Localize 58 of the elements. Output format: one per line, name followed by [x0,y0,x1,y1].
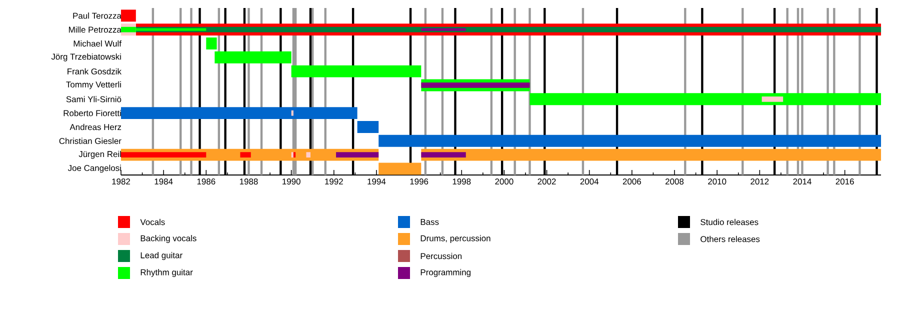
y-tick-label: Paul Terozza [73,12,122,19]
y-tick-label: Sami Yli-Sirniö [66,96,122,102]
x-tick-label: 2014 [793,178,812,185]
bar [336,152,379,158]
x-tick-label: 1988 [240,178,258,185]
x-tick-label: 1998 [452,178,471,185]
x-tick-label: 1984 [154,178,173,185]
bar [357,121,379,133]
x-tick-label: 2012 [750,178,769,185]
legend-label: Programming [420,269,470,277]
bar [291,65,422,78]
bar [378,162,422,175]
x-tick-label: 1990 [282,178,300,185]
x-tick-label: 2000 [495,178,514,185]
bar [293,152,296,158]
x-tick-label: 1982 [112,178,130,185]
legend-label: Backing vocals [140,235,196,243]
bar [306,152,310,158]
y-tick-label: Roberto Fioretti [64,110,121,116]
bar [136,26,882,32]
y-tick-label: Andreas Herz [70,124,122,130]
legend-label: Lead guitar [140,252,182,260]
bar [206,38,217,50]
x-tick-label: 1986 [197,178,216,185]
bar [530,93,882,106]
y-tick-label: Mille Petrozza [68,26,122,33]
legend-label: Drums, percussion [420,235,490,243]
x-tick-label: 2008 [666,178,684,185]
x-tick-label: 2004 [580,178,599,185]
bar [121,107,358,120]
x-tick-label: 2002 [538,178,556,185]
legend-label: Rhythm guitar [140,269,193,277]
y-tick-label: Jürgen Reil [78,150,121,159]
legend-label: Vocals [140,218,165,226]
x-tick-label: 2006 [622,178,641,185]
y-tick-label: Tommy Vetterli [66,81,121,90]
bar [214,51,292,64]
bar [240,152,251,158]
bar [121,10,136,22]
y-tick-label: Frank Gosdzik [68,68,122,74]
y-tick-label: Jörg Trzebiatowski [51,53,121,62]
bar [378,134,882,147]
bar [421,152,466,158]
bar [421,82,530,88]
x-tick-label: 2010 [708,178,726,185]
legend-label: Percussion [420,252,462,260]
legend-label: Bass [420,219,439,225]
bar [762,96,784,102]
y-tick-label: Joe Cangelosi [68,164,121,173]
y-tick-label: Michael Wulf [74,40,122,47]
x-tick-label: 1996 [410,178,428,185]
y-tick-label: Christian Giesler [59,138,122,144]
legend-label: Others releases [700,236,760,242]
bar [421,148,882,161]
x-tick-label: 1994 [368,178,386,185]
x-tick-label: 1992 [325,178,343,185]
x-tick-label: 2016 [836,178,854,185]
legend-label: Studio releases [700,218,758,226]
